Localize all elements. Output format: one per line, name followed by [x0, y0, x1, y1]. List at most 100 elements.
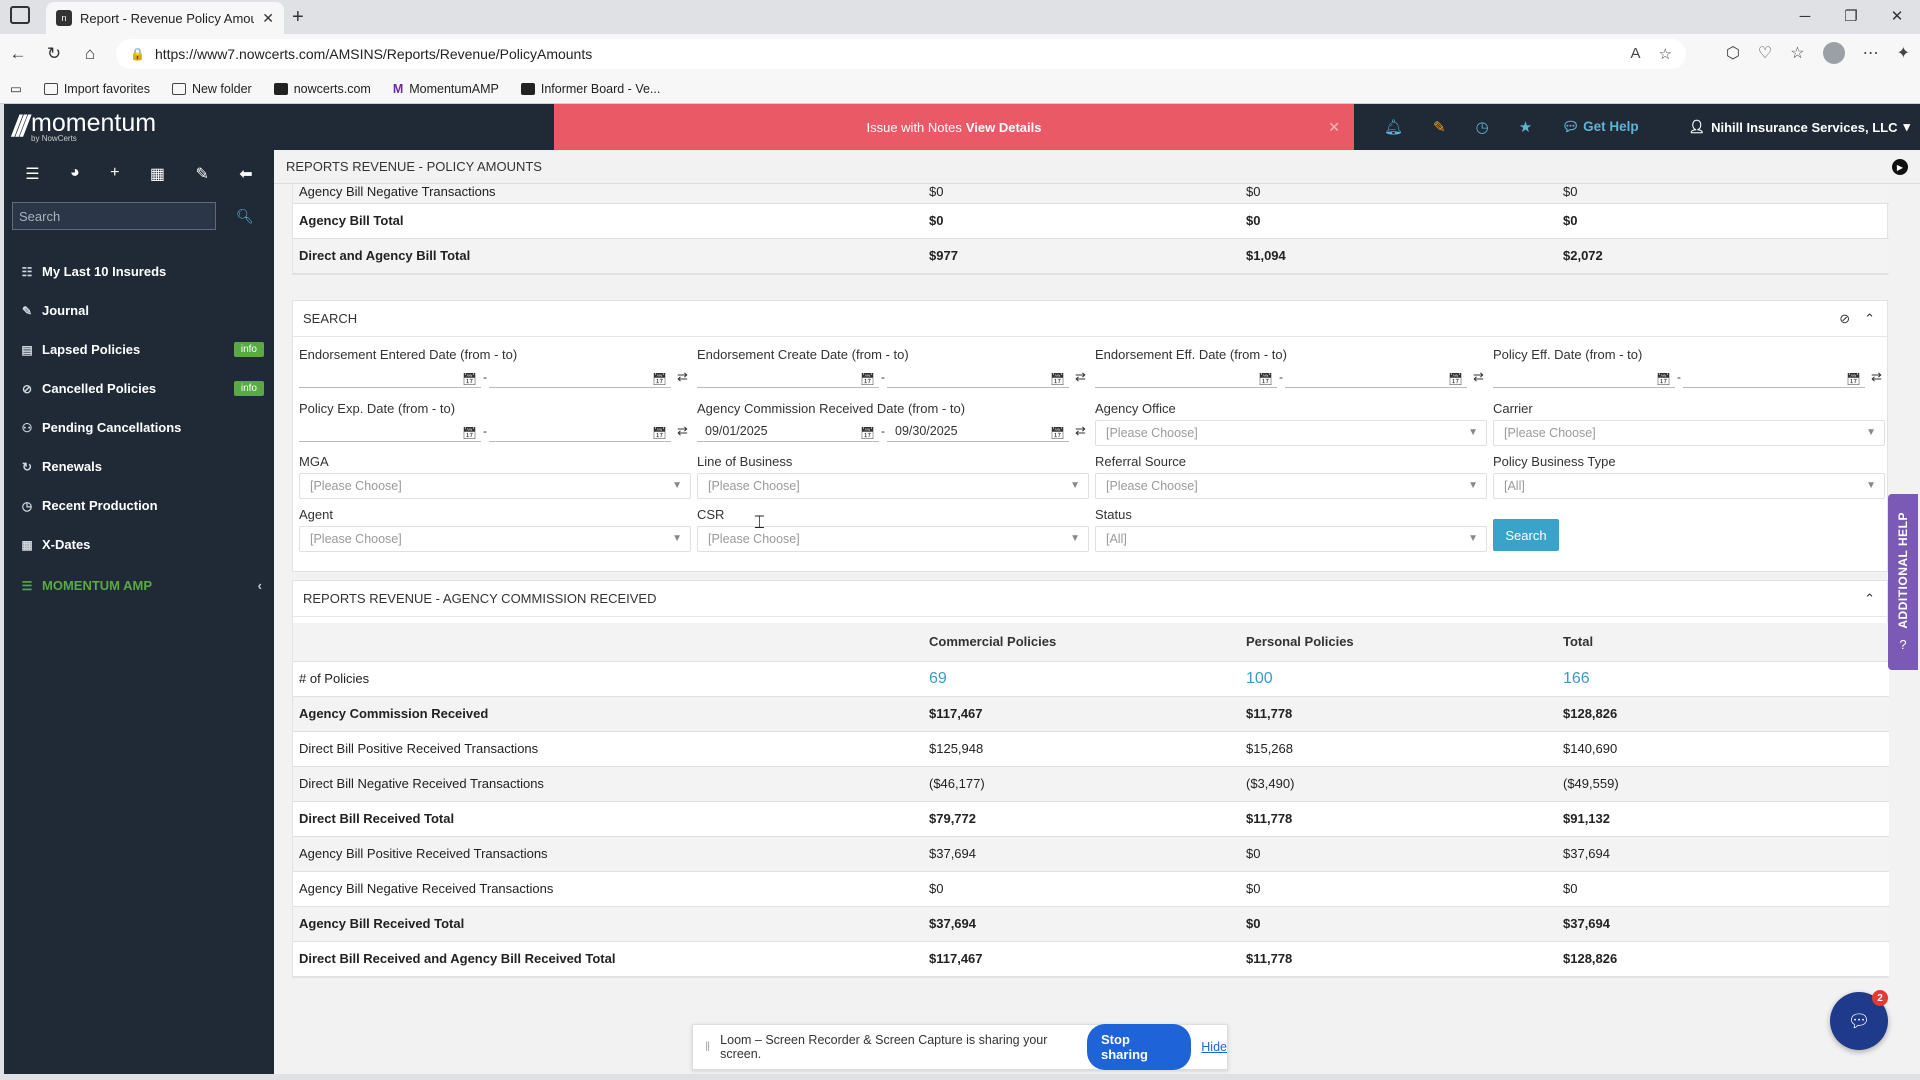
url-field[interactable]: 🔒 https://www7.nowcerts.com/AMSINS/Repor… — [116, 39, 1686, 69]
calendar-icon[interactable]: 📅︎ — [859, 372, 875, 386]
endorsement-create-from[interactable]: 📅︎ — [697, 366, 879, 388]
sidebar-item-recent-production[interactable]: ◷ Recent Production — [21, 498, 158, 513]
search-icon[interactable]: 🔍︎ — [236, 207, 254, 224]
chat-button[interactable]: 💬︎ 2 — [1830, 990, 1888, 1050]
calendar-icon[interactable]: 📅︎ — [651, 372, 667, 386]
endorsement-entered-to[interactable]: 📅︎ — [489, 366, 671, 388]
swap-icon[interactable]: ⇄ — [1075, 423, 1086, 438]
agency-office-select[interactable]: [Please Choose] ▼ — [1095, 420, 1487, 446]
swap-icon[interactable]: ⇄ — [677, 369, 688, 384]
favorite-star-icon[interactable]: ☆ — [1658, 46, 1672, 63]
bookmark-import[interactable]: Import favorites — [43, 82, 150, 96]
home-icon[interactable]: ⌂ — [84, 44, 96, 63]
agency-commission-to[interactable]: 09/30/2025 📅︎ — [887, 420, 1069, 442]
reload-icon[interactable]: ↻ — [46, 44, 62, 63]
sidebar-item-cancelled-policies[interactable]: ⊘ Cancelled Policies info — [4, 369, 274, 408]
sidebar-item-momentum-amp[interactable]: ☰ MOMENTUM AMP ‹ — [21, 578, 262, 593]
bookmark-new-folder[interactable]: New folder — [171, 82, 252, 96]
collapse-icon[interactable]: ⌃ — [1864, 590, 1875, 606]
close-tab-icon[interactable]: ✕ — [262, 9, 274, 26]
calendar-icon[interactable]: 📅︎ — [859, 426, 875, 440]
sidebar-item-x-dates[interactable]: ▦ X-Dates — [21, 537, 91, 552]
agency-commission-from[interactable]: 09/01/2025 📅︎ — [697, 420, 879, 442]
browser-essentials-icon[interactable]: ♡ — [1757, 45, 1773, 62]
calendar-icon[interactable]: 📅︎ — [1845, 372, 1861, 386]
sidebar-item-pending-cancellations[interactable]: ⚇ Pending Cancellations — [21, 420, 182, 435]
close-alert-icon[interactable]: ✕ — [1328, 118, 1340, 135]
personal-policies-count-link[interactable]: 100 — [1240, 661, 1557, 697]
calendar-icon[interactable]: 📅︎ — [651, 426, 667, 440]
swap-icon[interactable]: ⇄ — [1871, 369, 1882, 384]
policy-eff-from[interactable]: 📅︎ — [1493, 366, 1675, 388]
reading-list-icon[interactable]: ▭ — [10, 82, 22, 96]
swap-icon[interactable]: ⇄ — [1075, 369, 1086, 384]
read-aloud-icon[interactable]: A — [1630, 45, 1641, 62]
view-details-link[interactable]: View Details — [965, 119, 1042, 135]
more-menu-icon[interactable]: ⋯ — [1862, 45, 1879, 62]
status-select[interactable]: [All] ▼ — [1095, 526, 1487, 552]
endorsement-entered-from[interactable]: 📅︎ — [299, 366, 481, 388]
clear-filter-icon[interactable]: ⊘ — [1839, 310, 1851, 326]
minimize-icon[interactable]: ─ — [1799, 7, 1811, 25]
calendar-icon[interactable]: 📅︎ — [1049, 426, 1065, 440]
search-button[interactable]: Search — [1493, 519, 1559, 551]
info-badge[interactable]: info — [233, 381, 264, 396]
agency-menu[interactable]: 👤︎ Nihill Insurance Services, LLC ▾ — [1689, 104, 1910, 150]
close-window-icon[interactable]: ✕ — [1890, 8, 1904, 25]
sidebar-search-input[interactable] — [12, 202, 216, 230]
additional-help-tab[interactable]: ADDITIONAL HELP ? — [1888, 494, 1918, 670]
drag-handle-icon[interactable]: ‖ — [705, 1040, 711, 1054]
swap-icon[interactable]: ⇄ — [677, 423, 688, 438]
line-of-business-select[interactable]: [Please Choose] ▼ — [697, 473, 1089, 499]
momentum-logo[interactable]: /// momentum by NowCerts — [4, 104, 274, 150]
chevron-left-icon[interactable]: ‹ — [257, 578, 262, 593]
browser-tab[interactable]: n Report - Revenue Policy Amounts ✕ — [46, 2, 284, 34]
arrow-left-icon[interactable]: ⬅ — [239, 166, 253, 183]
calendar-icon[interactable]: 📅︎ — [461, 426, 477, 440]
sidebar-item-last-10-insureds[interactable]: ☷ My Last 10 Insureds — [21, 264, 167, 279]
calendar-icon[interactable]: 📅︎ — [1257, 372, 1273, 386]
total-policies-count-link[interactable]: 166 — [1557, 661, 1889, 697]
extensions-icon[interactable]: ⬡ — [1725, 45, 1740, 62]
favorites-icon[interactable]: ☆ — [1790, 45, 1805, 62]
sidebar-item-journal[interactable]: ✎ Journal — [21, 303, 89, 318]
bell-icon[interactable]: 🔔︎ — [1384, 119, 1404, 136]
copilot-icon[interactable]: ✦ — [1896, 45, 1910, 62]
endorsement-create-to[interactable]: 📅︎ — [887, 366, 1069, 388]
endorsement-eff-from[interactable]: 📅︎ — [1095, 366, 1277, 388]
get-help-link[interactable]: 💬︎ Get Help — [1562, 119, 1639, 134]
plus-icon[interactable]: + — [110, 164, 120, 181]
policy-business-type-select[interactable]: [All] ▼ — [1493, 473, 1885, 499]
agent-select[interactable]: [Please Choose] ▼ — [299, 526, 691, 552]
back-icon[interactable]: ← — [9, 44, 27, 63]
calendar-icon[interactable]: 📅︎ — [1655, 372, 1671, 386]
commercial-policies-count-link[interactable]: 69 — [923, 661, 1240, 697]
swap-icon[interactable]: ⇄ — [1473, 369, 1484, 384]
play-icon[interactable]: ▶ — [1892, 159, 1908, 175]
bookmark-nowcerts[interactable]: nowcerts.com — [273, 82, 371, 96]
referral-source-select[interactable]: [Please Choose] ▼ — [1095, 473, 1487, 499]
calendar-icon[interactable]: 📅︎ — [461, 372, 477, 386]
dashboard-icon[interactable]: ▦ — [149, 166, 166, 183]
collapse-icon[interactable]: ⌃ — [1864, 310, 1875, 326]
profile-avatar[interactable] — [1822, 42, 1845, 64]
lock-icon[interactable]: 🔒 — [130, 47, 145, 61]
star-icon[interactable]: ★ — [1518, 119, 1533, 136]
sidebar-item-lapsed-policies[interactable]: ▤ Lapsed Policies info — [4, 330, 274, 369]
menu-icon[interactable]: ☰ — [25, 166, 40, 183]
bookmark-informer[interactable]: Informer Board - Ve... — [520, 82, 660, 96]
tab-actions-icon[interactable] — [10, 6, 30, 24]
policy-eff-to[interactable]: 📅︎ — [1683, 366, 1865, 388]
info-badge[interactable]: info — [233, 342, 264, 357]
carrier-select[interactable]: [Please Choose] ▼ — [1493, 420, 1885, 446]
policy-exp-from[interactable]: 📅︎ — [299, 420, 481, 442]
endorsement-eff-to[interactable]: 📅︎ — [1285, 366, 1467, 388]
sidebar-item-renewals[interactable]: ↻ Renewals — [21, 459, 102, 474]
hide-link[interactable]: Hide — [1201, 1040, 1227, 1054]
magic-wand-icon[interactable]: ✎ — [195, 166, 209, 183]
palette-icon[interactable]: ◕ — [70, 164, 80, 181]
csr-select[interactable]: [Please Choose] ▼ — [697, 526, 1089, 552]
policy-exp-to[interactable]: 📅︎ — [489, 420, 671, 442]
restore-icon[interactable]: ❐ — [1844, 8, 1858, 25]
stop-sharing-button[interactable]: Stop sharing — [1087, 1024, 1192, 1070]
